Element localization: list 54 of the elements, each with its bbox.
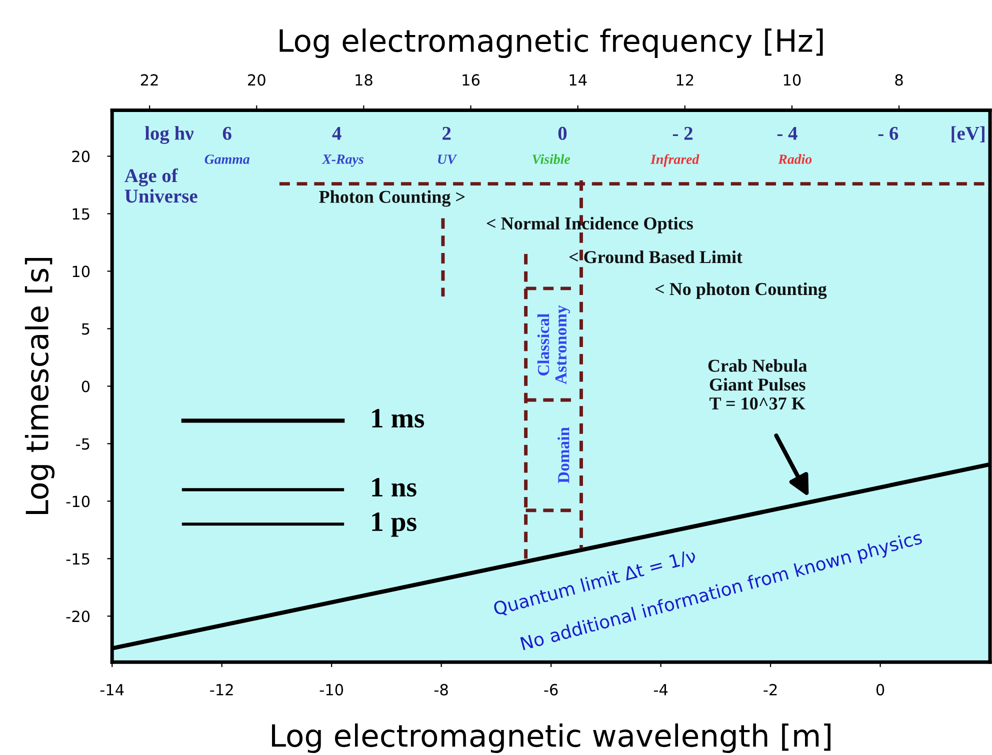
annotation: < No photon Counting: [655, 282, 827, 299]
x-tick-label: -14: [100, 684, 124, 696]
annotation: Radio: [778, 154, 812, 164]
x2-tick-label: 10: [784, 74, 801, 86]
x2-tick-label: 20: [248, 74, 266, 86]
y-tick-label: 0: [82, 380, 90, 392]
annotation: [eV]: [952, 126, 984, 142]
annotation: Photon Counting >: [319, 190, 465, 207]
annotation: 0: [558, 126, 567, 140]
annotation: Domain: [558, 427, 570, 484]
y-axis-title: Log timescale [s]: [24, 258, 55, 514]
x-axis-title: Log electromagnetic wavelength [m]: [272, 723, 830, 754]
x2-axis-title: Log electromagnetic frequency [Hz]: [280, 28, 823, 58]
annotation: - 2: [672, 126, 692, 140]
annotation: Age of Universe: [124, 168, 198, 203]
y-tick-label: 5: [82, 323, 90, 335]
x-tick-label: -12: [210, 684, 233, 696]
x-tick-label: -8: [434, 684, 448, 696]
annotation: log hν: [144, 126, 194, 144]
annotation: 6: [222, 126, 232, 140]
annotation: Infrared: [650, 154, 700, 167]
annotation: Gamma: [204, 154, 250, 164]
annotation: 2: [442, 126, 451, 140]
y-tick-label: 15: [72, 208, 90, 220]
y-tick-label: -5: [76, 438, 90, 450]
y-tick-label: -20: [66, 610, 90, 622]
x2-tick-label: 22: [140, 74, 158, 86]
series-label: 1 ps: [372, 512, 416, 537]
x-tick-label: -2: [764, 684, 777, 696]
x2-tick-label: 16: [462, 74, 480, 86]
x-tick-label: -4: [654, 684, 668, 696]
x-tick-label: -10: [320, 684, 344, 696]
annotation: - 6: [878, 126, 898, 140]
annotation: - 4: [777, 126, 798, 140]
annotation: X-Rays: [322, 154, 364, 167]
annotation: Crab Nebula Giant Pulses T = 10^37 K: [708, 359, 807, 410]
y-tick-label: -10: [66, 496, 90, 508]
y-tick-label: 20: [72, 150, 90, 162]
annotation: Classical Astronomy: [537, 305, 570, 384]
annotation: < Normal Incidence Optics: [486, 216, 693, 234]
x2-tick-label: 18: [356, 74, 372, 86]
x-tick-label: -6: [544, 684, 558, 696]
annotation: < Ground Based Limit: [569, 250, 742, 264]
x-tick-label: 0: [876, 684, 884, 696]
annotation: UV: [438, 154, 458, 164]
y-tick-label: 10: [72, 266, 90, 278]
y-tick-label: -15: [66, 553, 90, 565]
series-label: 1 ns: [372, 478, 416, 497]
x2-tick-label: 8: [895, 74, 903, 86]
x2-tick-label: 14: [570, 74, 587, 86]
annotation: 4: [332, 126, 342, 140]
series-label: 1 ms: [372, 409, 424, 428]
x2-tick-label: 12: [676, 74, 694, 86]
annotation: Visible: [532, 154, 570, 164]
